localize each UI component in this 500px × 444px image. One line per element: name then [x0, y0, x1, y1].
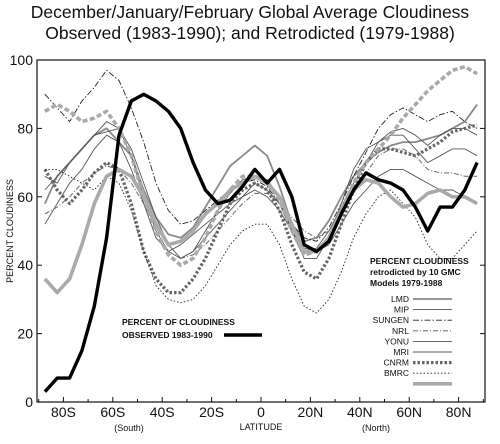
x-sub-label-north: (North)	[362, 423, 390, 433]
series-line-bmrc	[44, 168, 478, 314]
series-line-sungen	[44, 69, 478, 242]
chart-title-line-1: December/January/February Global Average…	[30, 2, 470, 22]
legend-label-cnrm: CNRM	[384, 358, 410, 368]
y-axis-label: PERCENT CLOUDINESS	[5, 179, 15, 283]
legend-label-nrl: NRL	[392, 326, 409, 336]
x-tick-label: 60N	[396, 404, 422, 420]
chart-title: December/January/February Global Average…	[0, 2, 500, 44]
y-tick-label: 80	[17, 120, 33, 136]
chart-title-line-2: Observed (1983-1990); and Retrodicted (1…	[45, 23, 455, 43]
series-line-cnrm	[43, 123, 478, 295]
x-tick-label: 80N	[446, 404, 472, 420]
legend-title-line: PERCENT CLOUDINESS	[370, 256, 469, 266]
observed-series-layer	[43, 92, 479, 393]
legend-title-line: Models 1979-1988	[370, 278, 443, 288]
legend-label-mip: MIP	[394, 305, 409, 315]
legend-label-bmrc: BMRC	[384, 368, 409, 378]
y-tick-label: 100	[10, 52, 34, 68]
legend-title-line: retrodicted by 10 GMC	[370, 267, 461, 277]
x-axis-label: LATITUDE	[240, 422, 283, 432]
series-line-model-9	[43, 167, 478, 295]
y-tick-label: 0	[25, 394, 33, 410]
x-axis: 80S 60S 40S 20S 0 20N 40N 60N 80N	[38, 397, 484, 420]
x-tick-label: 0	[257, 404, 265, 420]
y-axis: 0 20 40 60 80 100	[10, 52, 485, 410]
y-tick-label: 40	[17, 257, 33, 273]
x-tick-label: 40N	[347, 404, 373, 420]
x-tick-label: 40S	[150, 404, 175, 420]
series-line-model-10	[44, 65, 478, 268]
y-tick-label: 60	[17, 189, 33, 205]
x-tick-label: 60S	[100, 404, 125, 420]
x-tick-label: 20N	[298, 404, 324, 420]
legend-label-sungen: SUNGEN	[373, 315, 409, 325]
series-line-observed	[43, 92, 479, 393]
legend-label-lmd: LMD	[391, 294, 409, 304]
observed-label-line-1: PERCENT OF CLOUDINESS	[122, 317, 235, 327]
x-tick-label: 20S	[199, 404, 224, 420]
legend-label-yonu: YONU	[384, 336, 409, 346]
x-sub-label-south: (South)	[114, 423, 144, 433]
series-line-mri	[44, 134, 478, 252]
x-tick-label: 80S	[51, 404, 76, 420]
observed-label: PERCENT OF CLOUDINESS OBSERVED 1983-1990	[122, 317, 262, 340]
series-line-nrl	[44, 148, 478, 259]
legend-label-mri: MRI	[393, 347, 409, 357]
observed-label-line-2: OBSERVED 1983-1990	[122, 330, 213, 340]
y-tick-label: 20	[17, 326, 33, 342]
